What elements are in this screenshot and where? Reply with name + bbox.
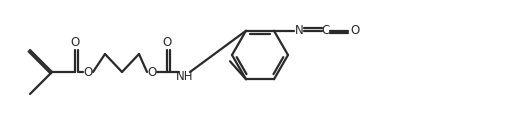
Text: O: O <box>350 24 359 37</box>
Text: N: N <box>295 24 303 37</box>
Text: NH: NH <box>176 70 194 83</box>
Text: O: O <box>162 36 172 49</box>
Text: C: C <box>322 24 330 37</box>
Text: O: O <box>83 66 92 78</box>
Text: O: O <box>71 36 80 49</box>
Text: O: O <box>148 66 157 78</box>
